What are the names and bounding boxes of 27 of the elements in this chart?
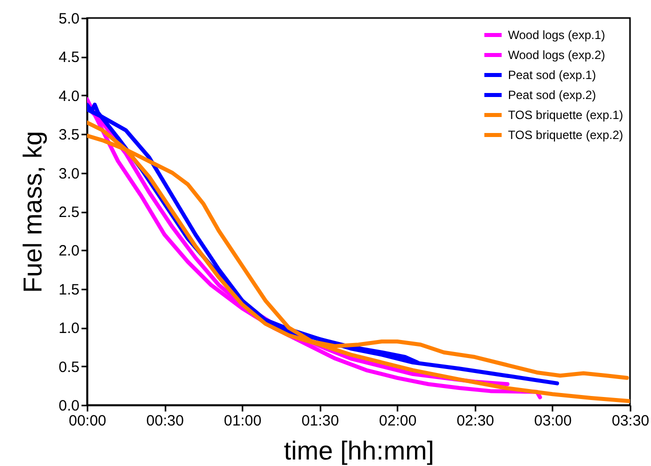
legend-label: Peat sod (exp.2) bbox=[508, 88, 596, 102]
y-tick-label: 0.0 bbox=[58, 398, 80, 414]
y-axis-title: Fuel mass, kg bbox=[18, 131, 48, 293]
y-tick-label: 2.0 bbox=[58, 242, 80, 260]
x-tick-label: 00:30 bbox=[146, 412, 184, 430]
y-tick-label: 5.0 bbox=[58, 10, 80, 28]
x-tick-label: 01:30 bbox=[301, 412, 339, 430]
y-tick-label: 1.5 bbox=[58, 281, 80, 298]
legend-label: Wood logs (exp.1) bbox=[508, 28, 606, 42]
x-tick-label: 00:00 bbox=[68, 412, 106, 430]
x-tick-label: 03:00 bbox=[534, 412, 572, 430]
legend-label: Peat sod (exp.1) bbox=[508, 68, 596, 82]
x-tick-label: 02:00 bbox=[379, 412, 417, 430]
x-tick-label: 01:00 bbox=[224, 412, 262, 430]
y-tick-label: 4.5 bbox=[58, 49, 80, 66]
x-axis-title: time [hh:mm] bbox=[284, 436, 434, 466]
y-tick-label: 3.0 bbox=[58, 165, 80, 182]
y-tick-label: 3.5 bbox=[58, 126, 80, 144]
x-tick-label: 02:30 bbox=[456, 412, 494, 430]
x-tick-label: 03:30 bbox=[612, 412, 650, 430]
legend-label: TOS briquette (exp.1) bbox=[508, 108, 624, 122]
y-tick-label: 1.0 bbox=[58, 320, 80, 338]
y-tick-label: 2.5 bbox=[58, 204, 80, 221]
y-tick-label: 0.5 bbox=[58, 358, 80, 376]
y-tick-label: 4.0 bbox=[58, 88, 80, 105]
legend-label: Wood logs (exp.2) bbox=[508, 48, 606, 62]
legend-label: TOS briquette (exp.2) bbox=[508, 128, 624, 142]
